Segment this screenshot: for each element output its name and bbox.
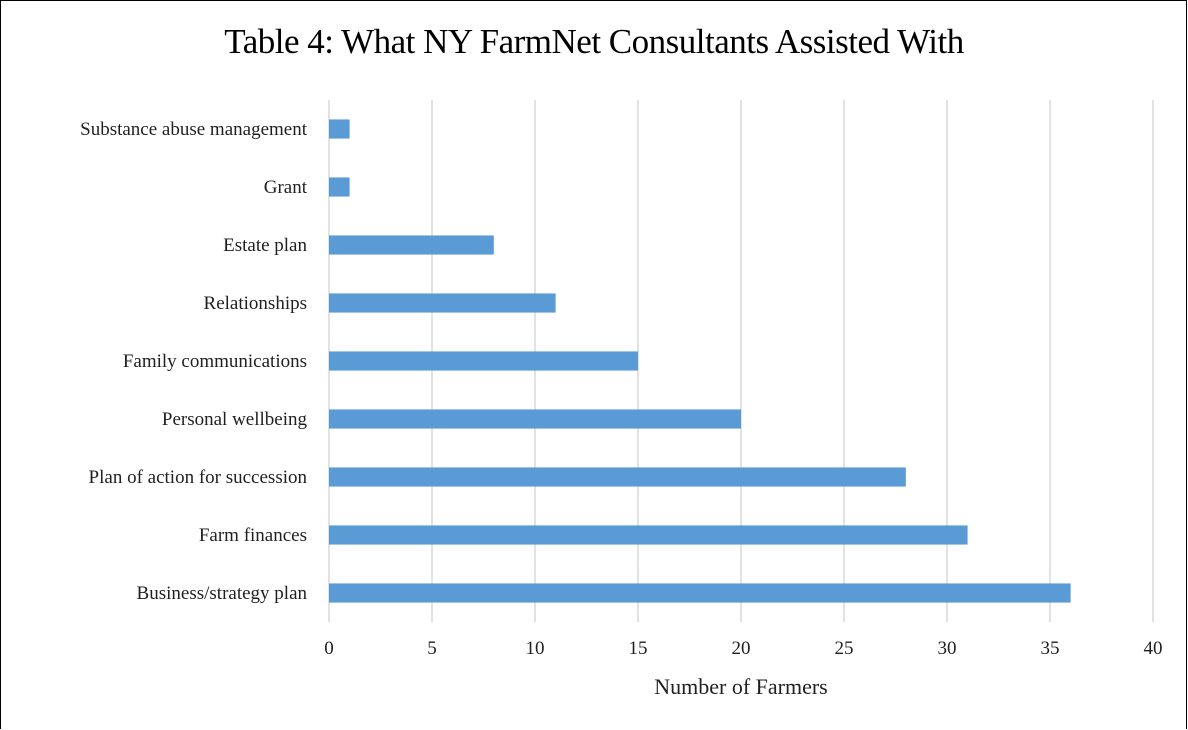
bar — [329, 583, 1071, 603]
category-label: Plan of action for succession — [89, 467, 308, 488]
x-tick-label: 5 — [427, 638, 437, 659]
x-tick-label: 30 — [938, 638, 957, 659]
x-tick-label: 15 — [629, 638, 648, 659]
category-labels: Business/strategy plan Farm finances Plan … — [80, 119, 308, 604]
bar — [329, 525, 968, 545]
category-label: Business/strategy plan — [137, 583, 308, 604]
bar — [329, 467, 906, 487]
x-tick-label: 25 — [835, 638, 854, 659]
x-axis-title: Number of Farmers — [654, 674, 828, 699]
category-label: Personal wellbeing — [162, 409, 308, 430]
category-label: Substance abuse management — [80, 119, 308, 140]
category-label: Farm finances — [199, 525, 307, 546]
category-label: Family communications — [123, 351, 307, 372]
bar — [329, 177, 350, 197]
category-label: Relationships — [204, 293, 307, 314]
bar — [329, 351, 638, 371]
x-tick-label: 0 — [324, 638, 334, 659]
bar — [329, 235, 494, 255]
x-tick-label: 40 — [1144, 638, 1163, 659]
bar — [329, 409, 741, 429]
chart-title: Table 4: What NY FarmNet Consultants Ass… — [224, 22, 964, 61]
bar — [329, 119, 350, 139]
x-tick-labels: 0 5 10 15 20 25 30 35 40 — [324, 638, 1162, 659]
x-tick-label: 20 — [732, 638, 751, 659]
x-tick-label: 10 — [526, 638, 545, 659]
category-label: Estate plan — [223, 235, 307, 256]
bars — [329, 119, 1071, 603]
bar — [329, 293, 556, 313]
category-label: Grant — [264, 177, 308, 198]
x-tick-label: 35 — [1041, 638, 1060, 659]
